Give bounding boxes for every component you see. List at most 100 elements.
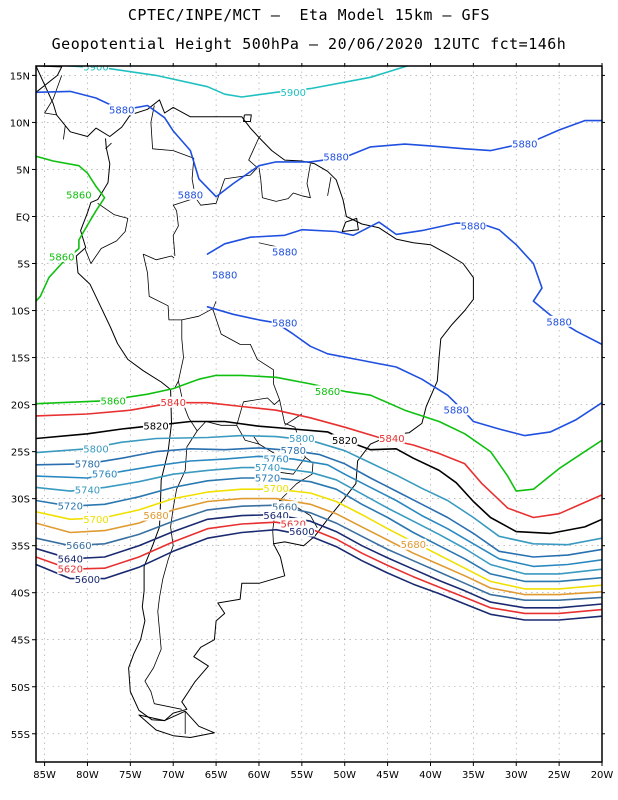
contour-label: 5820 <box>143 422 168 433</box>
coastline <box>243 114 252 122</box>
contour-label: 5700 <box>263 484 288 495</box>
lon-tick-label: 80W <box>76 770 99 781</box>
contour-labels: 5900 5900 5880 5880 5880 5880 5880 5880 5880 5880… <box>48 62 573 586</box>
contour-label-bg <box>331 434 358 446</box>
contour-label-bg <box>280 518 307 530</box>
contour-label-bg <box>314 385 341 397</box>
lon-tick-label: 50W <box>333 770 356 781</box>
contour-label: 5660 <box>66 541 91 552</box>
lon-tick-label: 85W <box>33 770 56 781</box>
contour-label: 5860 <box>66 190 91 201</box>
contour-5800 <box>36 434 602 546</box>
lat-tick-label: 30S <box>11 495 30 506</box>
contour-5640 <box>36 513 602 609</box>
contour-label: 5880 <box>109 106 134 117</box>
lon-tick-label: 20W <box>591 770 614 781</box>
contour-label: 5840 <box>160 398 185 409</box>
contour-label: 5800 <box>83 444 108 455</box>
contour-label-bg <box>546 315 573 327</box>
river <box>258 242 277 247</box>
contour-label: 5800 <box>289 434 314 445</box>
contour-5880 <box>36 90 602 198</box>
map-frame <box>35 65 603 763</box>
axis-ticks: 85W 80W 75W 70W 65W 60W 55W 50W 45W 40W 35W 30W 25W 2… <box>10 63 614 781</box>
contour-label-bg <box>254 461 281 473</box>
contour-label: 5740 <box>255 463 280 474</box>
contour-label: 5860 <box>315 387 340 398</box>
contour-label-bg <box>511 138 538 150</box>
lat-tick-label: 50S <box>11 683 30 694</box>
title-line-2: Geopotential Height 500hPa – 20/06/2020 … <box>51 35 567 53</box>
contour-label-bg <box>74 573 101 585</box>
contour-5860 <box>36 155 106 302</box>
contour-label: 5660 <box>272 503 297 514</box>
contour-label-bg <box>65 188 92 200</box>
contour-label: 5600 <box>289 527 314 538</box>
contour-5860 <box>36 374 602 492</box>
contour-label-bg <box>400 538 427 550</box>
lat-tick-label: 5N <box>16 165 30 176</box>
contour-label: 5880 <box>512 140 537 151</box>
contour-label-bg <box>323 151 350 163</box>
contour-label-bg <box>288 432 315 444</box>
river <box>213 300 217 308</box>
contour-5740 <box>36 466 602 575</box>
contour-label: 5720 <box>255 473 280 484</box>
contour-label-bg <box>100 394 127 406</box>
contour-5720 <box>36 477 602 583</box>
contour-label: 5900 <box>83 62 108 73</box>
lon-tick-label: 55W <box>291 770 314 781</box>
contour-5620 <box>36 521 602 615</box>
contour-label: 5900 <box>281 88 306 99</box>
contour-label-bg <box>65 539 92 551</box>
contour-label-bg <box>263 509 290 521</box>
contour-label-bg <box>74 484 101 496</box>
contour-label: 5680 <box>401 540 426 551</box>
lon-tick-label: 45W <box>376 770 399 781</box>
contour-label-bg <box>271 501 298 513</box>
contour-label-bg <box>57 563 84 575</box>
contour-label-bg <box>280 86 307 98</box>
lat-lon-grid <box>36 66 603 762</box>
country-border <box>181 308 280 426</box>
country-border <box>258 135 261 138</box>
lat-tick-label: 40S <box>11 589 30 600</box>
country-border <box>258 163 311 202</box>
contour-label-bg <box>83 442 110 454</box>
contour-label-bg <box>143 420 170 432</box>
lon-tick-label: 60W <box>248 770 271 781</box>
contour-5880 <box>206 306 602 437</box>
country-border <box>44 75 63 116</box>
contour-label-bg <box>48 250 75 262</box>
contour-5760 <box>36 455 602 568</box>
contour-label: 5620 <box>58 565 83 576</box>
contour-label: 5640 <box>263 511 288 522</box>
country-border <box>63 126 66 140</box>
contour-label-bg <box>143 509 170 521</box>
country-border <box>150 105 260 206</box>
contour-label: 5880 <box>546 317 571 328</box>
contour-5780 <box>36 447 602 558</box>
lon-tick-label: 65W <box>205 770 228 781</box>
contour-label-bg <box>263 453 290 465</box>
country-border <box>327 176 332 196</box>
contour-5900 <box>55 66 410 98</box>
contour-label: 5880 <box>272 318 297 329</box>
contour-label-bg <box>288 525 315 537</box>
contour-label-bg <box>74 457 101 469</box>
contour-label: 5860 <box>49 252 74 263</box>
country-border <box>105 142 112 150</box>
contour-label: 5740 <box>75 486 100 497</box>
contour-5700 <box>36 488 602 590</box>
lat-tick-label: 20S <box>11 401 30 412</box>
contour-label-bg <box>378 432 405 444</box>
contour-label: 5820 <box>332 436 357 447</box>
lat-tick-label: EQ <box>16 212 30 223</box>
contour-label-bg <box>177 188 204 200</box>
lat-tick-label: 35S <box>11 542 30 553</box>
country-border <box>143 253 175 261</box>
lat-tick-label: 15N <box>10 71 30 82</box>
lat-tick-label: 45S <box>11 636 30 647</box>
contour-label: 5840 <box>379 434 404 445</box>
